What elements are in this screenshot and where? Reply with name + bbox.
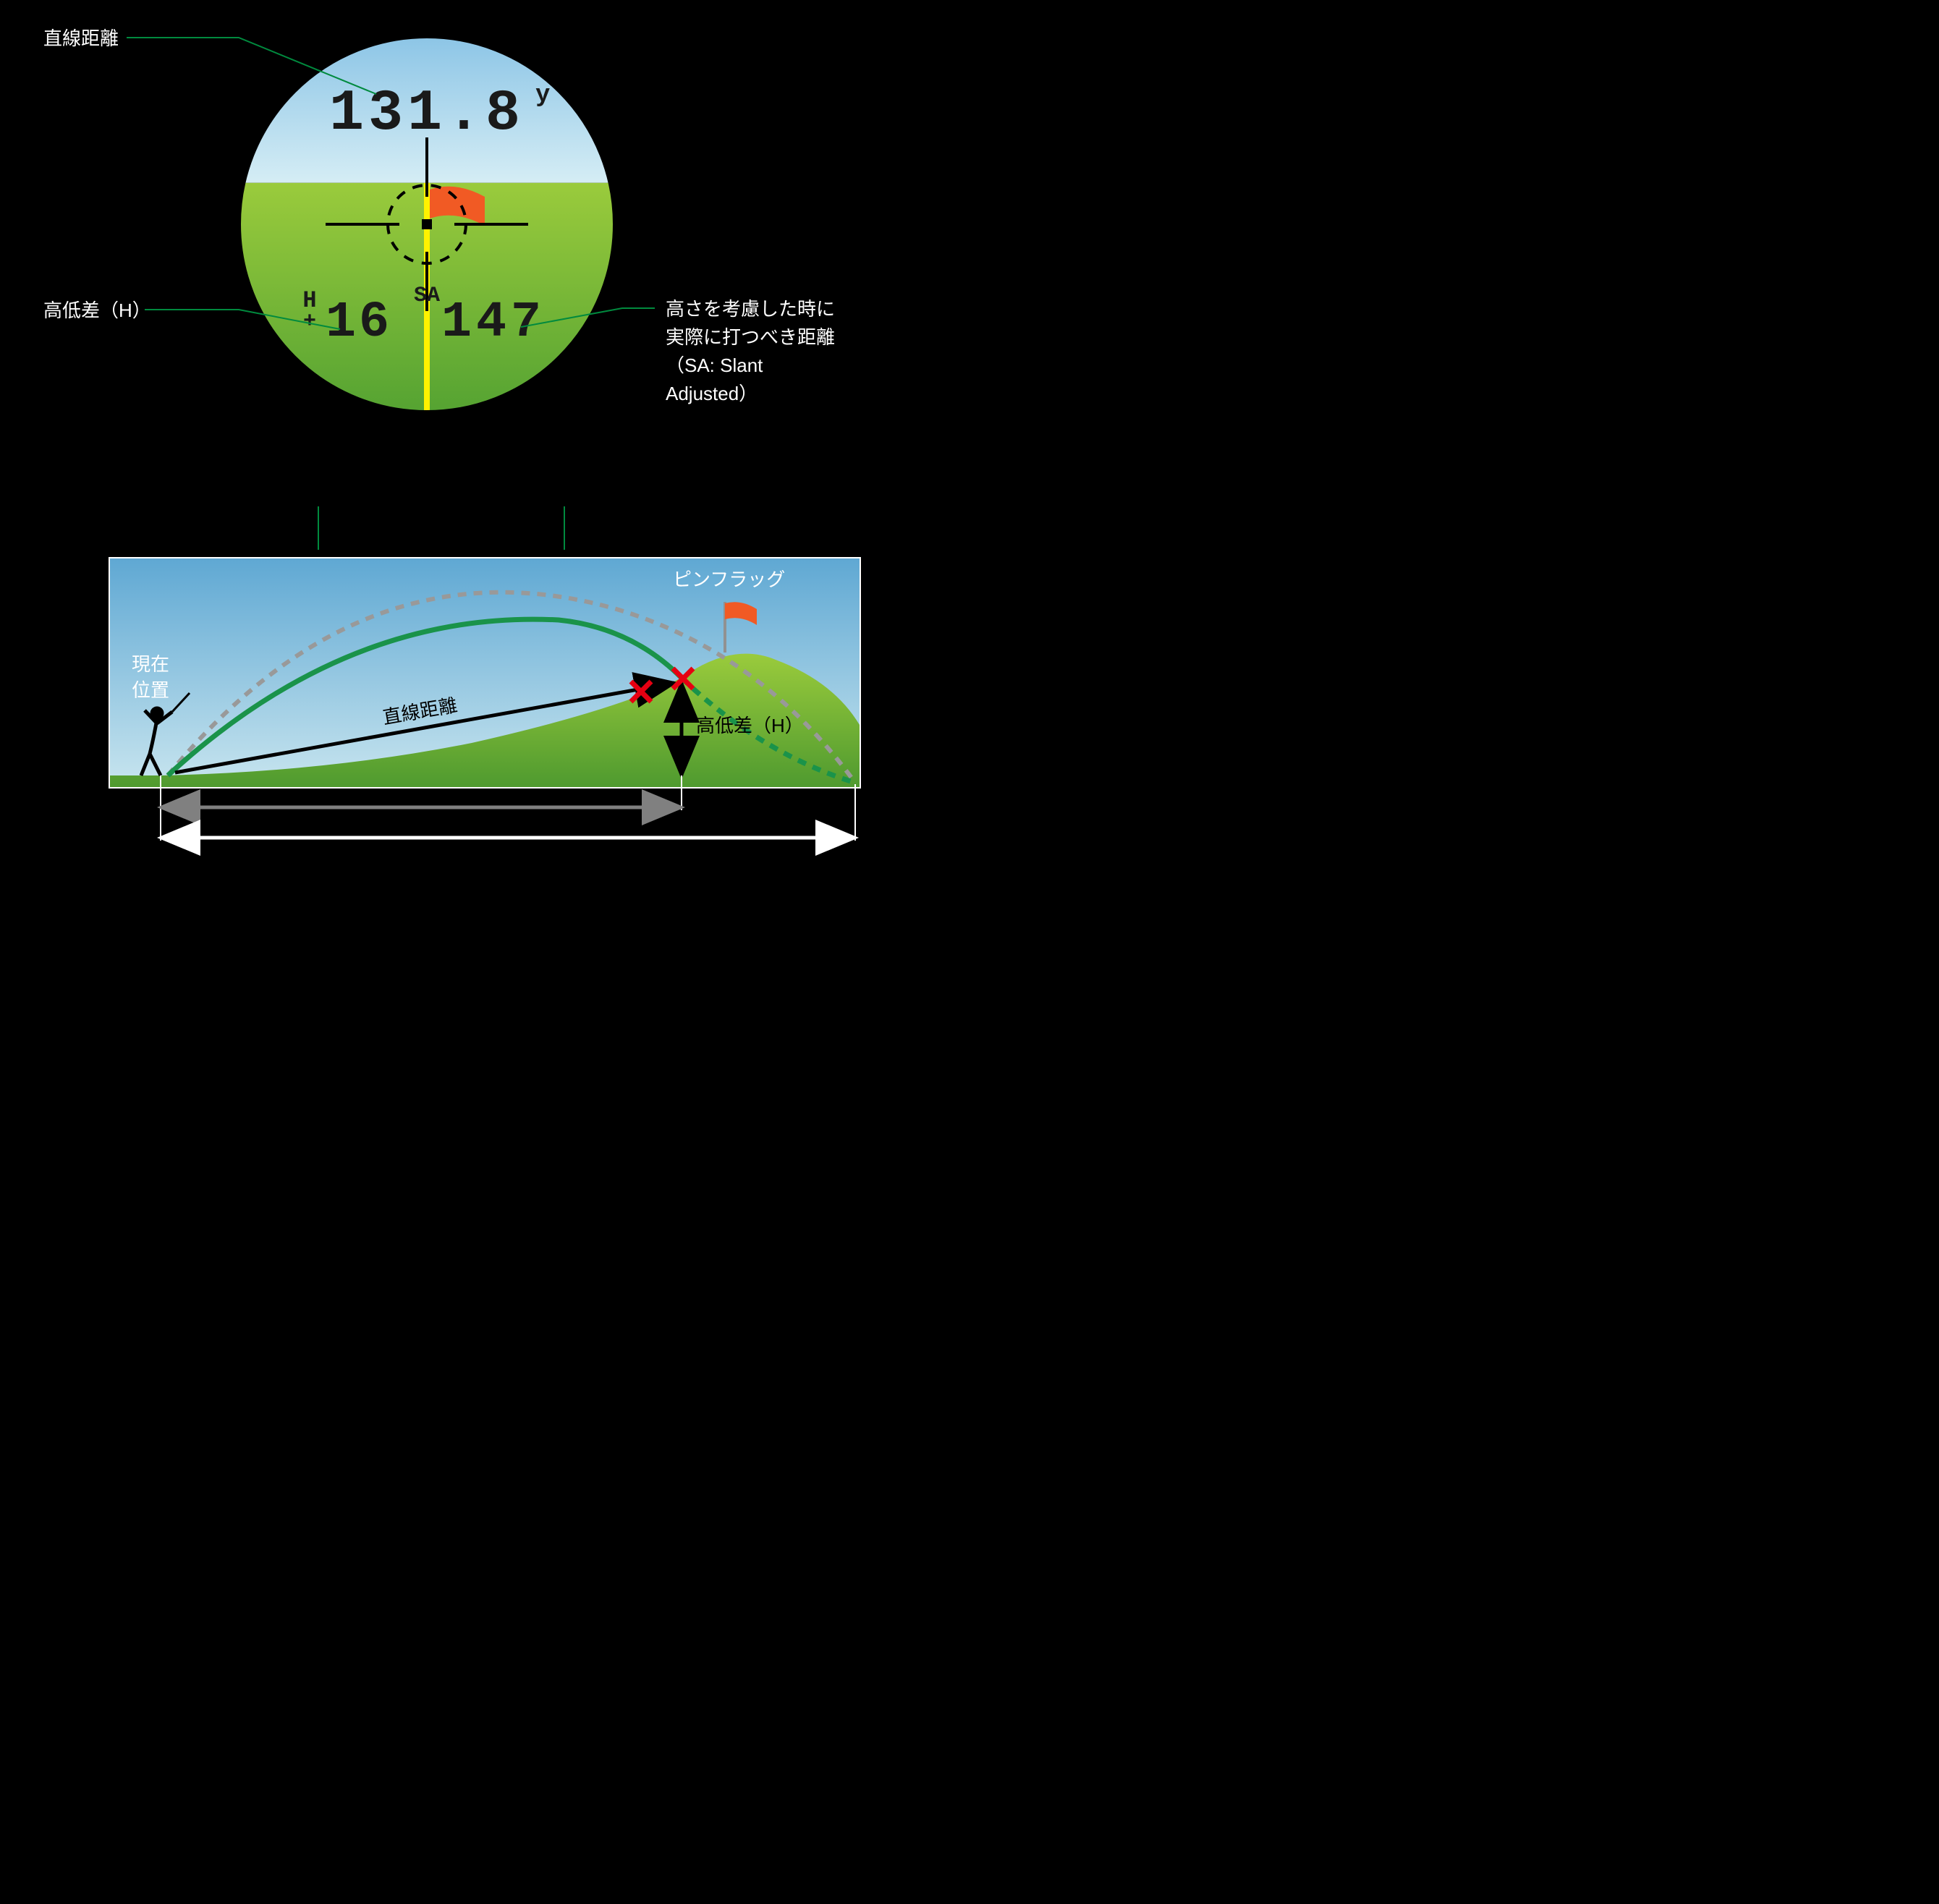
svg-text:16: 16 <box>326 294 392 352</box>
label-sa-description: 高さを考慮した時に 実際に打つべき距離 （SA: Slant Adjusted） <box>666 295 941 408</box>
svg-text:131.8: 131.8 <box>329 81 525 147</box>
label-straight-distance: 直線距離 <box>43 25 119 53</box>
svg-text:高低差（H）: 高低差（H） <box>696 715 804 736</box>
curpos-l2: 位置 <box>132 679 169 701</box>
svg-text:+: + <box>303 310 316 334</box>
sa-line-2: 実際に打つべき距離 <box>666 326 835 348</box>
sa-line-4: Adjusted） <box>666 383 758 404</box>
curpos-l1: 現在 <box>132 653 169 675</box>
sa-line-3: （SA: Slant <box>666 354 763 376</box>
svg-text:147: 147 <box>441 294 546 352</box>
svg-text:y: y <box>535 82 550 109</box>
label-pin-flag: ピンフラッグ <box>673 566 785 594</box>
label-current-position: 現在 位置 <box>132 651 169 704</box>
scope-view: 131.8 y H + 16 SA 147 <box>239 36 615 412</box>
label-height-diff: 高低差（H） <box>43 297 151 325</box>
svg-text:SA: SA <box>414 284 440 308</box>
sa-line-1: 高さを考慮した時に <box>666 298 835 320</box>
